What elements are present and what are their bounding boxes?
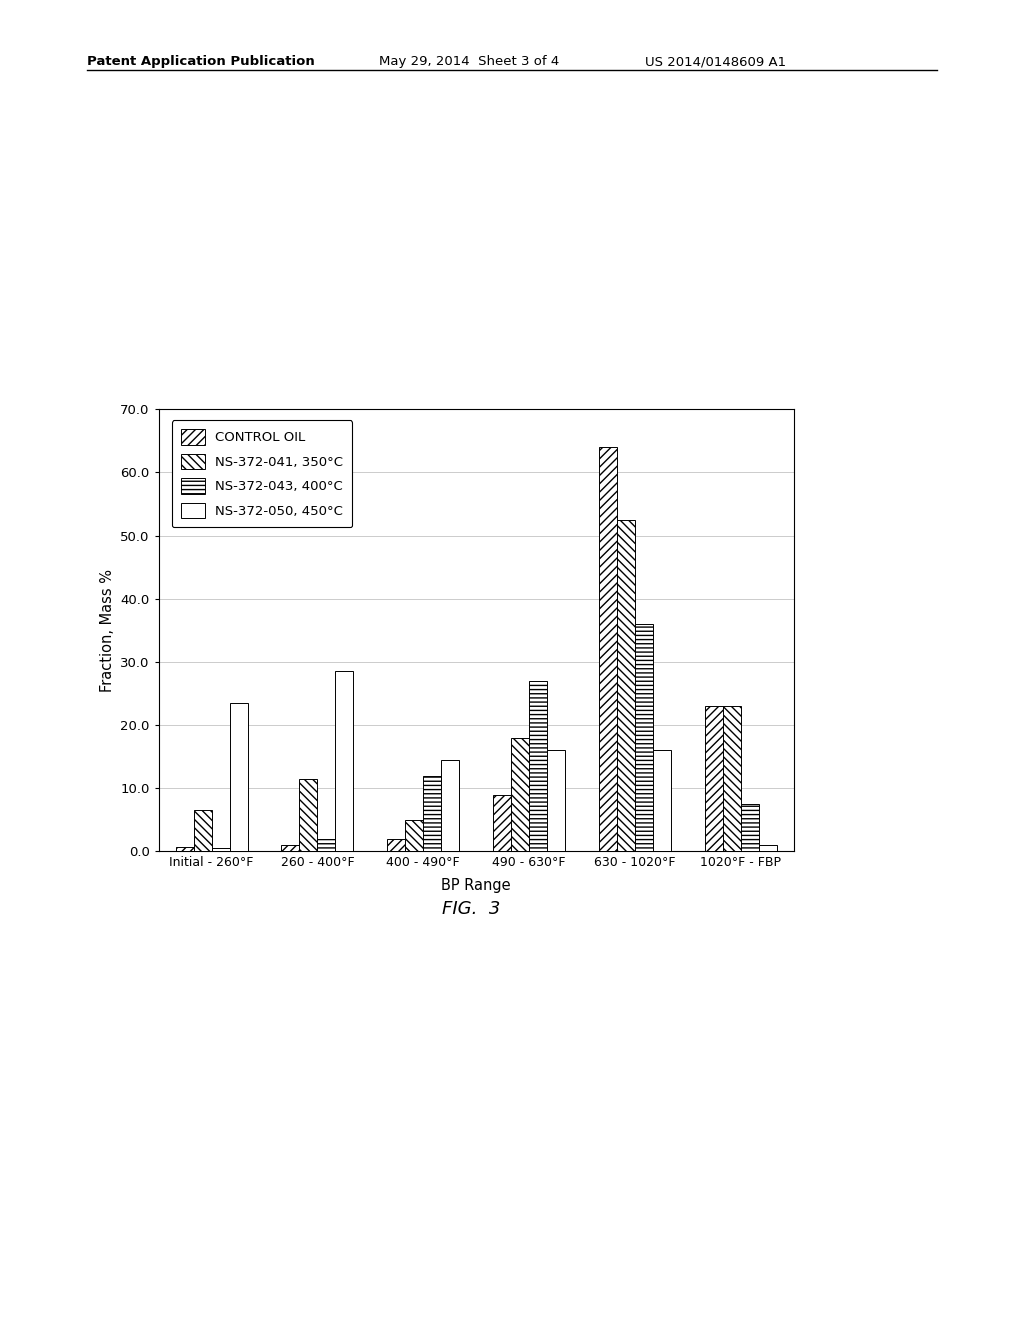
Text: FIG.  3: FIG. 3 xyxy=(441,900,501,919)
Legend: CONTROL OIL, NS-372-041, 350°C, NS-372-043, 400°C, NS-372-050, 450°C: CONTROL OIL, NS-372-041, 350°C, NS-372-0… xyxy=(172,420,352,528)
Bar xyxy=(740,804,759,851)
Bar xyxy=(529,681,547,851)
X-axis label: BP Range: BP Range xyxy=(441,878,511,892)
Text: May 29, 2014  Sheet 3 of 4: May 29, 2014 Sheet 3 of 4 xyxy=(379,55,559,69)
Bar xyxy=(299,779,317,851)
Text: Patent Application Publication: Patent Application Publication xyxy=(87,55,314,69)
Bar xyxy=(229,704,248,851)
Bar xyxy=(599,447,616,851)
Bar xyxy=(653,750,671,851)
Bar xyxy=(705,706,723,851)
Bar xyxy=(387,838,406,851)
Bar xyxy=(406,820,423,851)
Bar xyxy=(635,624,653,851)
Bar xyxy=(511,738,529,851)
Bar xyxy=(336,672,353,851)
Bar xyxy=(423,776,441,851)
Bar xyxy=(317,838,336,851)
Bar xyxy=(212,849,229,851)
Bar xyxy=(194,810,212,851)
Bar xyxy=(441,760,459,851)
Bar xyxy=(282,845,299,851)
Bar xyxy=(616,520,635,851)
Bar xyxy=(723,706,740,851)
Bar xyxy=(759,845,776,851)
Bar xyxy=(547,750,565,851)
Text: US 2014/0148609 A1: US 2014/0148609 A1 xyxy=(645,55,786,69)
Bar xyxy=(176,847,194,851)
Bar xyxy=(494,795,511,851)
Y-axis label: Fraction, Mass %: Fraction, Mass % xyxy=(99,569,115,692)
